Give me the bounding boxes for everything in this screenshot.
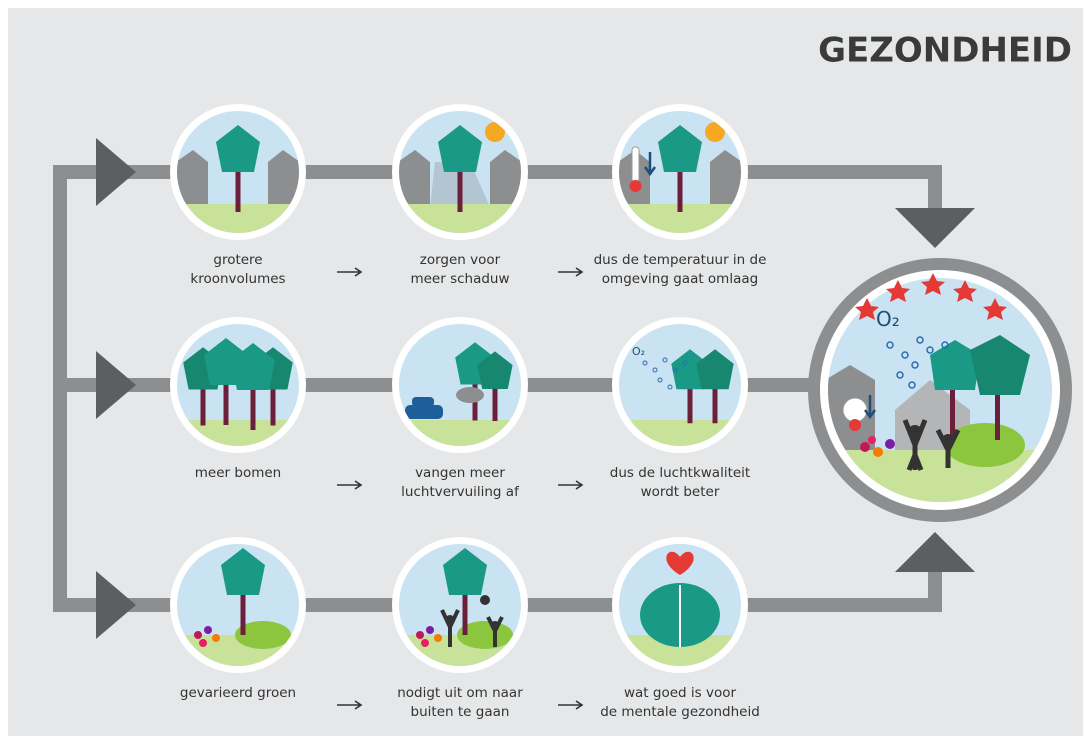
thermometer <box>632 147 639 182</box>
label-line: dus de luchtkwaliteit <box>610 465 750 481</box>
thermometer <box>843 398 867 422</box>
trunk <box>688 385 693 423</box>
trunk <box>224 380 229 425</box>
trunk <box>271 385 276 426</box>
trunk <box>251 385 256 430</box>
step-label: gevarieerd groen <box>180 685 296 701</box>
flower <box>212 634 220 642</box>
label-line: meer bomen <box>195 465 281 481</box>
label-line: dus de temperatuur in de <box>594 252 767 268</box>
trunk <box>236 167 241 212</box>
o2-label: O₂ <box>632 345 645 358</box>
flower <box>199 639 207 647</box>
label-line: gevarieerd groen <box>180 685 296 701</box>
trunk <box>463 590 468 635</box>
trunk <box>241 590 246 635</box>
label-line: wat goed is voor <box>624 685 736 701</box>
title: GEZONDHEID <box>818 31 1072 71</box>
ball <box>480 595 490 605</box>
step-label: meer bomen <box>195 465 281 481</box>
smog <box>456 387 484 403</box>
trunk <box>201 385 206 426</box>
thermometer-bulb <box>849 419 861 431</box>
label-line: meer schaduw <box>410 271 509 287</box>
trunk <box>713 385 718 423</box>
label-line: nodigt uit om naar <box>397 685 523 701</box>
label-line: wordt beter <box>641 484 720 500</box>
trunk <box>493 385 498 421</box>
flower <box>194 631 202 639</box>
label-line: zorgen voor <box>420 252 501 268</box>
flower <box>416 631 424 639</box>
label-line: luchtvervuiling af <box>401 484 520 500</box>
thermometer-bulb <box>630 180 642 192</box>
trunk <box>458 167 463 212</box>
o2-label: O₂ <box>876 307 900 331</box>
infographic: GEZONDHEID <box>0 0 1091 744</box>
car <box>405 405 443 419</box>
car-top <box>412 397 434 407</box>
flower <box>426 626 434 634</box>
trunk <box>678 167 683 212</box>
label-line: buiten te gaan <box>411 704 510 720</box>
label-line: de mentale gezondheid <box>600 704 760 720</box>
result-circle: O₂ <box>808 258 1072 522</box>
flower <box>421 639 429 647</box>
flower <box>434 634 442 642</box>
label-line: omgeving gaat omlaag <box>602 271 758 287</box>
label-line: kroonvolumes <box>190 271 285 287</box>
label-line: grotere <box>213 252 262 268</box>
label-line: vangen meer <box>415 465 505 481</box>
flower <box>204 626 212 634</box>
